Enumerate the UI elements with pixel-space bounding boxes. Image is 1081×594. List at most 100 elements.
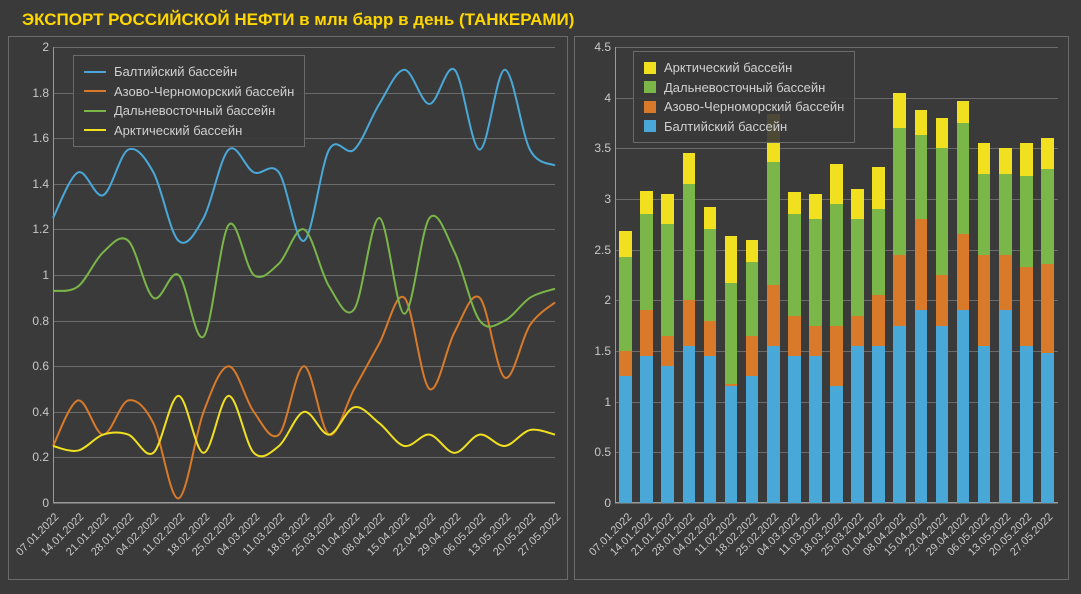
line-plot-area: 00.20.40.60.811.21.41.61.8207.01.202214.… [53,47,555,503]
gridline [615,47,1058,48]
y-tick-label: 4 [579,91,611,105]
bar-segment-azov [704,321,717,356]
bar-segment-fareast [936,148,949,275]
legend-item-baltic: Балтийский бассейн [644,117,844,137]
legend-label: Балтийский бассейн [114,62,237,82]
legend-swatch [84,90,106,92]
y-tick-label: 0.5 [579,445,611,459]
bar-segment-baltic [788,356,801,503]
bar-group [893,93,906,503]
bar-group [957,101,970,503]
legend-item-arctic: Арктический бассейн [644,58,844,78]
y-tick-label: 1 [579,395,611,409]
charts-row: 00.20.40.60.811.21.41.61.8207.01.202214.… [8,36,1073,580]
bar-segment-arctic [746,240,759,262]
legend-item-fareast: Дальневосточный бассейн [84,101,294,121]
bar-segment-azov [767,285,780,346]
bar-segment-fareast [725,283,738,384]
bar-segment-baltic [746,376,759,503]
y-tick-label: 3.5 [579,141,611,155]
line-series-fareast [53,216,555,338]
chart-container: ЭКСПОРТ РОССИЙСКОЙ НЕФТИ в млн барр в де… [0,0,1081,594]
line-series-arctic [53,396,555,457]
bar-segment-fareast [893,128,906,255]
legend-swatch [644,101,656,113]
bar-segment-arctic [640,191,653,214]
bar-segment-azov [915,219,928,310]
bar-group [788,192,801,503]
bar-segment-fareast [640,214,653,310]
page-title: ЭКСПОРТ РОССИЙСКОЙ НЕФТИ в млн барр в де… [8,6,1073,36]
bar-segment-azov [999,255,1012,311]
bar-segment-arctic [1041,138,1054,168]
y-tick-label: 0.4 [13,405,49,419]
bar-segment-azov [978,255,991,346]
y-tick-label: 0.6 [13,359,49,373]
legend-label: Дальневосточный бассейн [114,101,275,121]
legend-swatch [84,110,106,112]
bar-segment-baltic [1020,346,1033,503]
bar-segment-arctic [872,167,885,210]
bar-group [809,194,822,503]
y-tick-label: 2.5 [579,243,611,257]
bar-segment-baltic [809,356,822,503]
bar-segment-arctic [809,194,822,219]
legend-item-fareast: Дальневосточный бассейн [644,78,844,98]
bar-group [872,167,885,503]
y-axis [615,47,616,503]
bar-segment-baltic [619,376,632,503]
bar-segment-baltic [915,310,928,503]
bar-segment-azov [746,336,759,377]
bar-segment-arctic [999,148,1012,173]
bar-group [1020,143,1033,503]
legend-swatch [644,81,656,93]
bar-segment-azov [1020,267,1033,346]
bar-segment-fareast [619,257,632,351]
bar-segment-fareast [872,209,885,295]
bar-segment-baltic [1041,353,1054,503]
bar-segment-baltic [936,326,949,503]
bar-group [767,114,780,503]
bar-group [725,236,738,504]
bar-segment-baltic [661,366,674,503]
bar-group [851,189,864,503]
bar-segment-fareast [957,123,970,234]
legend-swatch [84,71,106,73]
bar-segment-arctic [893,93,906,128]
bar-segment-fareast [978,174,991,255]
bar-segment-baltic [978,346,991,503]
line-chart-panel: 00.20.40.60.811.21.41.61.8207.01.202214.… [8,36,568,580]
bar-group [683,153,696,503]
bar-segment-arctic [683,153,696,183]
bar-legend: Арктический бассейнДальневосточный бассе… [633,51,855,143]
bar-segment-azov [683,300,696,346]
bar-segment-arctic [957,101,970,123]
bar-segment-azov [1041,264,1054,353]
bar-segment-fareast [683,184,696,301]
bar-segment-arctic [619,231,632,256]
bar-segment-azov [872,295,885,346]
bar-plot-area: 00.511.522.533.544.507.01.202214.01.2022… [615,47,1058,503]
gridline [53,503,555,504]
bar-group [640,191,653,503]
y-tick-label: 1.8 [13,86,49,100]
bar-segment-fareast [1020,176,1033,267]
bar-group [619,231,632,503]
bar-segment-baltic [725,386,738,503]
bar-segment-arctic [915,110,928,135]
bar-group [704,207,717,503]
bar-segment-arctic [1020,143,1033,175]
y-tick-label: 1.2 [13,222,49,236]
bar-segment-arctic [978,143,991,173]
bar-segment-baltic [683,346,696,503]
gridline [615,503,1058,504]
bar-segment-azov [830,326,843,387]
bar-segment-baltic [640,356,653,503]
bar-segment-baltic [767,346,780,503]
legend-label: Балтийский бассейн [664,117,787,137]
bar-segment-fareast [830,204,843,326]
bar-segment-arctic [851,189,864,219]
legend-swatch [644,120,656,132]
bar-segment-fareast [1041,169,1054,264]
y-tick-label: 1.4 [13,177,49,191]
